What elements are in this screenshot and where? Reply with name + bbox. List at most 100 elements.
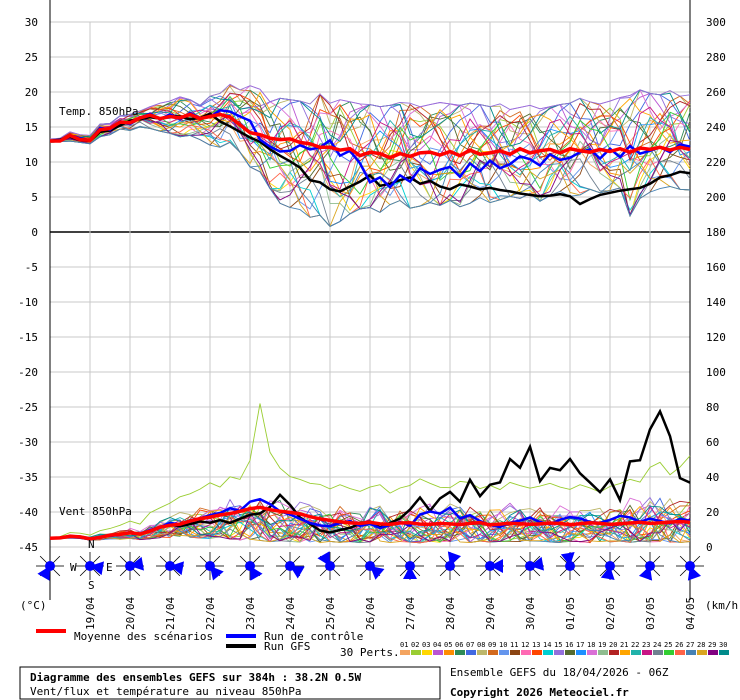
pert-legend-id: 24 [653,641,661,649]
x-date-label: 24/04 [284,597,297,630]
perturbation-legend: 01 02 03 04 05 06 07 08 09 10 11 12 13 14 15 16 17 18 19 20… [400,641,729,655]
wind-rose-core [365,561,375,571]
pert-legend-id: 07 [466,641,474,649]
pert-legend-swatch [708,650,718,655]
y-right-tick-label: 200 [706,191,726,204]
y-left-tick-label: 30 [25,16,38,29]
pert-legend-id: 18 [587,641,595,649]
pert-legend-swatch [631,650,641,655]
pert-legend-swatch [609,650,619,655]
pert-legend-swatch [422,650,432,655]
legend-mean-label: Moyenne des scénarios [74,630,213,643]
x-date-label: 27/04 [404,597,417,630]
temp-pert-line [49,115,691,218]
wind-mean-line [49,505,691,541]
wind-rose-core [525,561,535,571]
wind-rose [276,552,305,580]
pert-legend-id: 04 [433,641,441,649]
wind-rose [236,552,264,581]
wind-rose-petal [403,566,417,579]
wind-rose [116,552,145,580]
y-right-tick-label: 220 [706,156,726,169]
pert-legend-id: 29 [708,641,716,649]
compass-e-label: E [106,561,113,574]
pert-legend-swatch [499,650,509,655]
x-date-label: 29/04 [484,597,497,630]
wind-rose-core [165,561,175,571]
x-date-label: 25/04 [324,597,337,630]
compass-s-label: S [88,579,95,592]
x-date-label: 30/04 [524,597,537,630]
y-left-tick-label: 15 [25,121,38,134]
temp-spread-min-line [49,126,691,227]
y-right-tick-label: 280 [706,51,726,64]
pert-legend-id: 06 [455,641,463,649]
wind-rose-core [85,561,95,571]
x-date-label: 02/05 [604,597,617,630]
wind-rose [156,552,185,580]
y-right-tick-label: 80 [706,401,719,414]
y-left-tick-label: -25 [18,401,38,414]
y-right-tick-label: 60 [706,436,719,449]
pert-legend-swatch [697,650,707,655]
pert-legend-id: 23 [642,641,650,649]
chart-subtitle: Vent/flux et température au niveau 850hP… [30,685,302,698]
wind-rose-petal [490,559,503,573]
wind-rose-core [285,561,295,571]
pert-legend-swatch [565,650,575,655]
x-axis-date-ticks: 19/04 20/04 21/04 22/04 23/04 24/04 25/04 26/04… [84,597,697,630]
x-date-label: 04/05 [684,597,697,630]
x-date-label: 26/04 [364,597,377,630]
wind-rose [476,552,504,580]
pert-legend-id: 15 [554,641,562,649]
wind-rose [76,552,105,580]
y-right-tick-label: 0 [706,541,713,554]
pert-legend-swatch [587,650,597,655]
pert-legend-id: 02 [411,641,419,649]
y-left-tick-label: -45 [18,541,38,554]
y-right-tick-label: 20 [706,506,719,519]
pert-legend-id: 27 [686,641,694,649]
wind-rose-petal [530,556,545,571]
pert-legend-id: 05 [444,641,452,649]
wind-panel-label: Vent 850hPa [59,505,132,518]
wind-rose [196,552,224,581]
y-left-tick-label: 25 [25,51,38,64]
y-left-tick-label: -15 [18,331,38,344]
wind-rose-petal [90,561,105,576]
wind-pert-line [49,511,691,543]
pert-legend-id: 26 [675,641,683,649]
pert-legend-swatch [686,650,696,655]
wind-spread-max-line [49,403,691,539]
pert-legend-swatch [620,650,630,655]
y-axis-ticks: 30 25 20 15 10 5 0 -5 -10 -15 -20 -25 -30 -35 -40 -45 30… [18,16,726,554]
wind-pert-line [49,497,691,539]
legend-perts-label: 30 Perts. [340,646,400,659]
wind-rose-core [605,561,615,571]
wind-rose-core [445,561,455,571]
wind-rose-petal [600,566,615,581]
wind-rose-petal [130,556,145,571]
pert-legend-swatch [554,650,564,655]
wind-pert-line [49,508,691,543]
pert-legend-swatch [543,650,553,655]
pert-legend-id: 10 [499,641,507,649]
x-date-label: 01/05 [564,597,577,630]
y-left-tick-label: -40 [18,506,38,519]
y-right-tick-label: 300 [706,16,726,29]
wind-pert-line [49,505,691,543]
pert-legend-id: 11 [510,641,518,649]
compass-w-label: W [70,561,77,574]
wind-rose-core [485,561,495,571]
y-right-tick-label: 240 [706,121,726,134]
y-right-tick-label: 180 [706,226,726,239]
temp-pert-line [49,109,691,198]
y-left-tick-label: 5 [31,191,38,204]
pert-legend-swatch [576,650,586,655]
pert-legend-id: 28 [697,641,705,649]
pert-legend-swatch [488,650,498,655]
pert-legend-id: 13 [532,641,540,649]
y-right-tick-label: 40 [706,471,719,484]
wind-rose-core [565,561,575,571]
wind-rose [556,551,584,580]
